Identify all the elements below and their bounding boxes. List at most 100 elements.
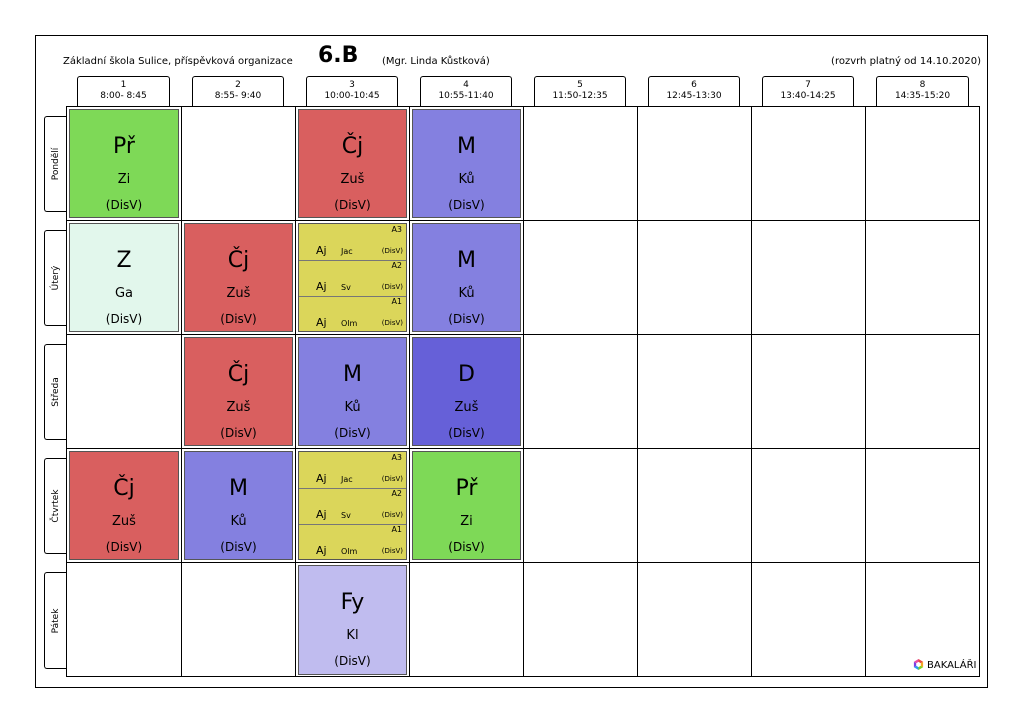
lesson-teacher: Ga xyxy=(114,286,134,301)
period-number: 2 xyxy=(235,80,241,90)
lesson-cell[interactable]: Př Zi (DisV) xyxy=(412,451,521,560)
lesson-cell[interactable]: Čj Zuš (DisV) xyxy=(184,337,293,446)
group-group: A2 xyxy=(391,261,402,270)
day-label: Středa xyxy=(44,344,66,440)
period-header: 2 8:55- 9:40 xyxy=(192,76,284,106)
group-subject: Aj xyxy=(316,508,327,521)
group-lesson-row[interactable]: A1 Aj Olm (DisV) xyxy=(299,296,406,333)
grid-vertical-line xyxy=(637,106,638,677)
lesson-cell[interactable]: M Ků (DisV) xyxy=(184,451,293,560)
group-teacher: Jac xyxy=(341,475,353,484)
group-lesson-row[interactable]: A3 Aj Jac (DisV) xyxy=(299,452,406,489)
day-label: Čtvrtek xyxy=(44,458,66,554)
group-group: A3 xyxy=(391,453,402,462)
period-header: 4 10:55-11:40 xyxy=(420,76,512,106)
group-teacher: Olm xyxy=(341,547,358,556)
lesson-teacher: Ků xyxy=(458,286,475,301)
period-number: 3 xyxy=(349,80,355,90)
lesson-cell[interactable]: Čj Zuš (DisV) xyxy=(69,451,179,560)
lesson-cell[interactable]: M Ků (DisV) xyxy=(298,337,407,446)
group-teacher: Jac xyxy=(341,247,353,256)
lesson-cell[interactable]: Čj Zuš (DisV) xyxy=(298,109,407,218)
lesson-room: (DisV) xyxy=(105,540,143,554)
group-teacher: Sv xyxy=(341,283,351,292)
lesson-subject: D xyxy=(458,362,475,387)
lesson-room: (DisV) xyxy=(334,654,371,668)
class-teacher: (Mgr. Linda Kůstková) xyxy=(382,56,490,67)
group-room: (DisV) xyxy=(381,547,403,555)
lesson-subject: M xyxy=(457,134,476,159)
lesson-cell[interactable]: M Ků (DisV) xyxy=(412,109,521,218)
day-label: Pondělí xyxy=(44,116,66,212)
lesson-teacher: Ků xyxy=(230,514,247,529)
group-subject: Aj xyxy=(316,472,327,485)
lesson-cell[interactable]: Z Ga (DisV) xyxy=(69,223,179,332)
lesson-room: (DisV) xyxy=(220,426,257,440)
group-subject: Aj xyxy=(316,544,327,557)
lesson-cell[interactable]: Čj Zuš (DisV) xyxy=(184,223,293,332)
day-name: Úterý xyxy=(50,265,61,291)
lesson-teacher: Zuš xyxy=(340,172,365,187)
grid-vertical-line xyxy=(523,106,524,677)
grid-horizontal-line xyxy=(66,448,980,449)
day-label: Pátek xyxy=(44,572,66,669)
lesson-subject: Fy xyxy=(340,590,365,615)
lesson-room: (DisV) xyxy=(220,540,257,554)
group-lesson-row[interactable]: A2 Aj Sv (DisV) xyxy=(299,488,406,525)
group-group: A1 xyxy=(391,525,402,534)
grid-horizontal-line xyxy=(66,562,980,563)
lesson-subject: Čj xyxy=(113,476,135,501)
lesson-teacher: Zuš xyxy=(226,286,251,301)
day-name: Pondělí xyxy=(50,147,61,181)
period-header: 1 8:00- 8:45 xyxy=(77,76,170,106)
period-number: 1 xyxy=(120,80,127,90)
lesson-subject: Čj xyxy=(227,248,250,273)
day-name: Čtvrtek xyxy=(50,489,61,523)
group-room: (DisV) xyxy=(381,511,403,519)
lesson-teacher: Zuš xyxy=(112,514,136,529)
lesson-room: (DisV) xyxy=(448,540,485,554)
period-time: 10:55-11:40 xyxy=(438,91,494,101)
lesson-room: (DisV) xyxy=(448,426,485,440)
group-group: A2 xyxy=(391,489,402,498)
lesson-room: (DisV) xyxy=(220,312,257,326)
lesson-subject: Čj xyxy=(227,362,250,387)
period-header: 3 10:00-10:45 xyxy=(306,76,398,106)
lesson-subject: Př xyxy=(455,476,478,501)
period-number: 7 xyxy=(805,80,811,90)
lesson-cell[interactable]: D Zuš (DisV) xyxy=(412,337,521,446)
period-number: 5 xyxy=(577,80,583,90)
period-time: 14:35-15:20 xyxy=(894,91,951,101)
lesson-room: (DisV) xyxy=(105,312,143,326)
group-lesson-cell[interactable]: A3 Aj Jac (DisV) A2 Aj Sv (DisV) A1 Aj Olm (DisV) xyxy=(298,451,407,560)
lesson-teacher: Zuš xyxy=(454,400,479,415)
group-lesson-row[interactable]: A2 Aj Sv (DisV) xyxy=(299,260,406,297)
bakalari-logo: BAKALÁŘI xyxy=(913,659,976,671)
group-lesson-cell[interactable]: A3 Aj Jac (DisV) A2 Aj Sv (DisV) A1 Aj Olm (DisV) xyxy=(298,223,407,332)
lesson-cell[interactable]: Př Zi (DisV) xyxy=(69,109,179,218)
day-name: Středa xyxy=(50,377,61,407)
lesson-subject: Př xyxy=(113,134,135,159)
lesson-subject: M xyxy=(343,362,362,387)
group-subject: Aj xyxy=(316,244,327,257)
lesson-cell[interactable]: Fy Kl (DisV) xyxy=(298,565,407,675)
lesson-subject: Čj xyxy=(341,134,364,159)
group-teacher: Sv xyxy=(341,511,351,520)
period-time: 13:40-14:25 xyxy=(780,91,836,101)
group-lesson-row[interactable]: A1 Aj Olm (DisV) xyxy=(299,524,406,561)
group-lesson-row[interactable]: A3 Aj Jac (DisV) xyxy=(299,224,406,261)
grid-vertical-line xyxy=(295,106,296,677)
period-time: 8:55- 9:40 xyxy=(214,91,262,101)
school-name: Základní škola Sulice, příspěvková organ… xyxy=(63,56,293,67)
period-number: 8 xyxy=(919,80,926,90)
lesson-cell[interactable]: M Ků (DisV) xyxy=(412,223,521,332)
grid-vertical-line xyxy=(865,106,866,677)
lesson-teacher: Zi xyxy=(460,514,473,529)
lesson-teacher: Ků xyxy=(458,172,475,187)
group-teacher: Olm xyxy=(341,319,358,328)
bakalari-logo-text: BAKALÁŘI xyxy=(927,660,977,671)
period-time: 10:00-10:45 xyxy=(324,91,380,101)
period-time: 8:00- 8:45 xyxy=(100,91,147,101)
period-header: 5 11:50-12:35 xyxy=(534,76,626,106)
period-time: 12:45-13:30 xyxy=(666,91,722,101)
